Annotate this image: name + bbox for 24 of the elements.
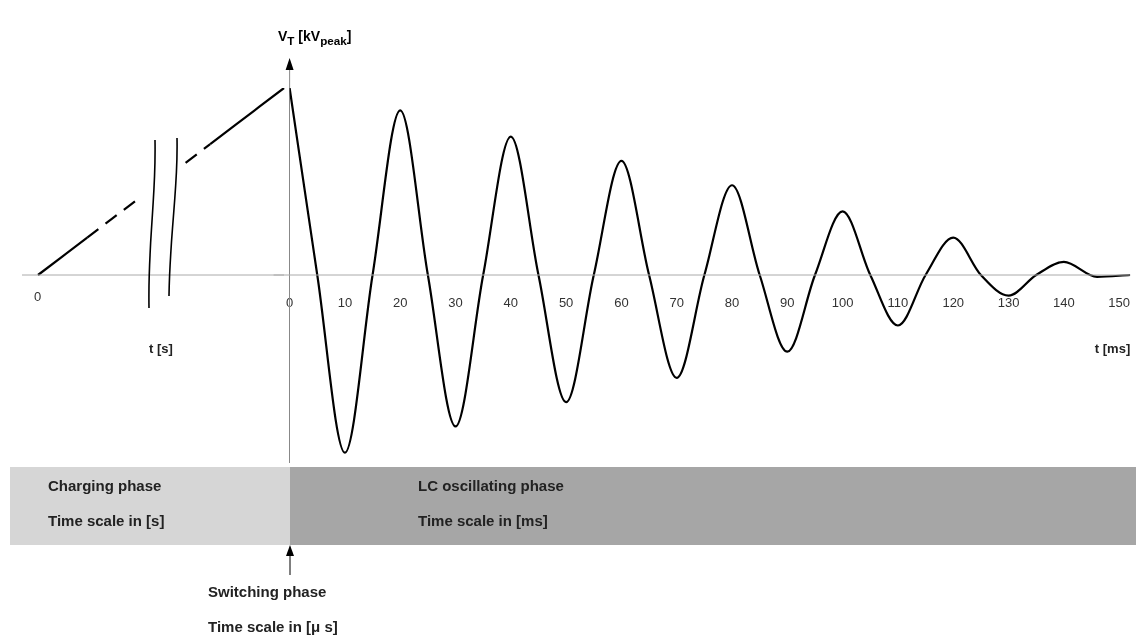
x-tick-label: 90: [780, 295, 795, 311]
text: LC oscillating phase: [418, 477, 564, 494]
x-tick-label: 30: [448, 295, 463, 311]
x-tick-label: 70: [669, 295, 684, 311]
x-axis-title: t [ms]: [1094, 340, 1131, 356]
x-tick-label: 40: [503, 295, 519, 311]
text: Time scale in [ms]: [418, 512, 548, 529]
x-tick-label: 150: [1108, 295, 1130, 311]
x-tick-label: 80: [724, 295, 740, 311]
x-tick-label: 110: [887, 295, 909, 311]
x-tick-label: 100: [831, 295, 854, 311]
x-tick-label: 50: [558, 295, 574, 311]
y-axis-title: V$_{T}$ [kV$_{peak}$]: [278, 28, 352, 47]
text: Time scale in [s]: [48, 512, 165, 529]
x-tick-label: 120: [942, 295, 965, 311]
x-tick-label: 60: [614, 295, 629, 311]
x-tick-label: 140: [1053, 295, 1075, 311]
x-tick-label: 10: [337, 295, 353, 311]
text: Charging phase: [48, 477, 162, 494]
x-axis-title: t [s]: [149, 340, 173, 356]
x-tick-label: 130: [997, 295, 1020, 311]
text: Switching phase: [208, 583, 327, 600]
x-tick-label: 20: [392, 295, 408, 311]
text: Time scale in [μ s]: [208, 618, 338, 635]
